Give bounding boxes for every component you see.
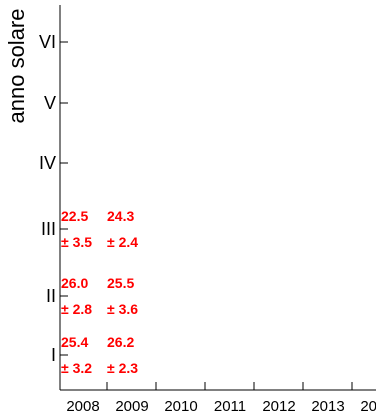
axes [59,5,376,391]
x-tick-label: 2011 [214,398,246,413]
data-label-error: ± 2.3 [107,360,138,376]
data-label-error: ± 3.6 [107,301,138,317]
data-label-value: 26.0 [61,275,88,291]
x-tick-label: 2008 [66,398,99,413]
x-tick-label: 2010 [164,398,197,413]
x-tick-label: 2012 [262,398,295,413]
ticks: IIIIIIIVVVI2008200920102011201220132014 [39,32,376,413]
data-label-error: ± 3.2 [61,360,92,376]
data-labels: 22.5 ± 3.5 24.3 ± 2.4 26.0 ± 2.8 25.5 ± 3.6 25.4… [61,208,138,376]
y-tick-label: III [41,219,56,239]
data-label-value: 26.2 [107,334,134,350]
x-tick-label: 2009 [115,398,148,413]
data-label-value: 25.5 [107,275,134,291]
data-label-value: 25.4 [61,334,88,350]
y-tick-label: VI [39,32,56,52]
data-label-error: ± 2.8 [61,301,92,317]
data-label-error: ± 3.5 [61,234,92,250]
x-tick-label: 2013 [311,398,344,413]
data-label-error: ± 2.4 [107,234,138,250]
x-tick-label: 2014 [360,398,376,413]
y-tick-label: II [46,286,56,306]
y-tick-label: I [51,345,56,365]
data-label-value: 24.3 [107,208,134,224]
y-axis-label: anno solare [4,9,29,124]
data-label-value: 22.5 [61,208,88,224]
y-tick-label: V [44,93,56,113]
y-tick-label: IV [39,153,56,173]
